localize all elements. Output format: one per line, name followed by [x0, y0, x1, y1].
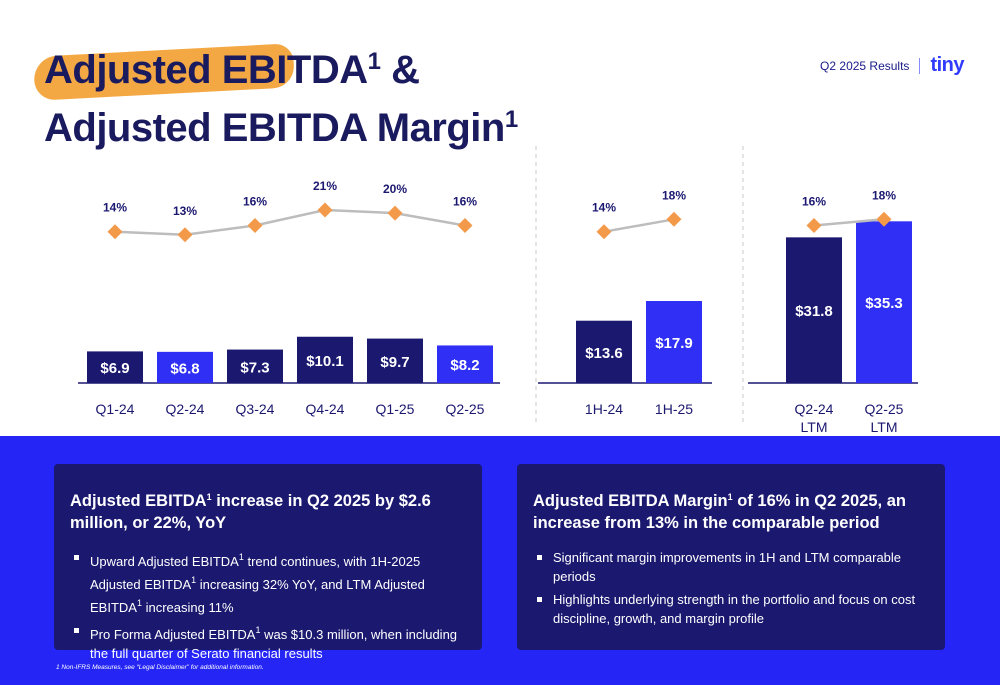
margin-value-label: 18%: [872, 188, 896, 202]
bar: [157, 351, 213, 383]
x-tick-label: 1H-24: [585, 401, 623, 417]
card-title: Adjusted EBITDA Margin1 of 16% in Q2 202…: [533, 486, 931, 534]
bullet-list: Upward Adjusted EBITDA1 trend continues,…: [70, 548, 468, 663]
margin-value-label: 14%: [592, 201, 616, 215]
title-text: &: [380, 48, 420, 92]
x-tick-label: Q3-24: [236, 401, 275, 417]
title-text: Adjusted EBITDA: [44, 48, 368, 92]
x-tick-label: Q2-24: [795, 401, 834, 417]
footnote: 1 Non-IFRS Measures, see “Legal Disclaim…: [56, 664, 264, 671]
margin-line: [813, 218, 885, 227]
ebitda-chart: $6.9 Q1-24 $6.8 Q2-24 $7.3 Q3-24 $10.1 Q4-24 $9.…: [78, 146, 918, 435]
margin-value-label: 21%: [313, 179, 337, 193]
margin-line: [114, 208, 466, 237]
margin-line: [603, 218, 675, 233]
bar-value-label: $6.9: [100, 360, 129, 377]
margin-marker: [666, 211, 682, 227]
margin-marker: [247, 218, 263, 233]
margin-marker: [806, 218, 822, 233]
bar-value-label: $7.3: [240, 359, 269, 376]
bar: [786, 237, 842, 383]
bar-value-label: $31.8: [795, 303, 833, 320]
margin-marker: [317, 202, 333, 218]
margin-value-label: 16%: [802, 195, 826, 209]
bar-value-label: $10.1: [306, 353, 344, 370]
page-title-line-1: Adjusted EBITDA1 &: [44, 40, 420, 92]
x-tick-label: Q2-25: [446, 401, 485, 417]
results-label: Q2 2025 Results: [820, 58, 910, 73]
card-title: Adjusted EBITDA1 increase in Q2 2025 by …: [70, 486, 468, 534]
header-right: Q2 2025 Results tiny: [820, 54, 964, 77]
margin-value-label: 20%: [383, 182, 407, 196]
bullet-item: Significant margin improvements in 1H an…: [537, 548, 931, 586]
title-footnote-mark: 1: [504, 106, 518, 133]
title-block: Adjusted EBITDA1 & Adjusted EBITDA Margi…: [30, 36, 630, 150]
x-tick-label: Q4-24: [306, 401, 345, 417]
margin-marker: [596, 224, 612, 240]
footnote-mark: 1: [206, 492, 212, 502]
bar-value-label: $13.6: [585, 345, 623, 362]
x-tick-label: LTM: [871, 419, 898, 435]
x-tick-label: LTM: [801, 419, 828, 435]
header-divider: [919, 57, 921, 74]
margin-marker: [177, 227, 193, 243]
bullet-item: Highlights underlying strength in the po…: [537, 590, 931, 628]
bar-value-label: $35.3: [865, 295, 903, 312]
bullet-list: Significant margin improvements in 1H an…: [533, 548, 931, 628]
x-tick-label: Q2-24: [166, 401, 205, 417]
margin-marker: [107, 224, 123, 240]
tiny-logo: tiny: [930, 54, 964, 76]
footnote-mark: 1: [727, 492, 733, 502]
margin-value-label: 18%: [662, 188, 686, 202]
bar-value-label: $17.9: [655, 335, 693, 352]
bar: [576, 320, 632, 383]
margin-value-label: 14%: [103, 201, 127, 215]
bar: [856, 221, 912, 383]
bar: [87, 351, 143, 383]
card-title-text: increase in Q2 2025 by $2.6 million, or …: [70, 492, 431, 532]
bar: [227, 349, 283, 383]
x-tick-label: Q1-25: [376, 401, 415, 417]
bar-value-label: $9.7: [380, 354, 409, 371]
title-footnote-mark: 1: [367, 48, 381, 75]
bar-value-label: $8.2: [450, 357, 479, 374]
x-tick-label: Q2-25: [865, 401, 904, 417]
page-title-line-2: Adjusted EBITDA Margin1: [44, 98, 518, 150]
bar: [437, 345, 493, 383]
card-title-text: Adjusted EBITDA Margin: [533, 492, 728, 510]
x-tick-label: Q1-24: [96, 401, 135, 417]
margin-marker: [457, 218, 473, 233]
bullet-item: Upward Adjusted EBITDA1 trend continues,…: [74, 548, 468, 617]
card-title-text: Adjusted EBITDA: [70, 492, 207, 510]
margin-value-label: 16%: [243, 195, 267, 209]
card-ebitda-margin: Adjusted EBITDA Margin1 of 16% in Q2 202…: [517, 464, 945, 650]
bar: [646, 301, 702, 383]
bar: [297, 336, 353, 383]
margin-marker: [387, 205, 403, 221]
bar: [367, 338, 423, 383]
margin-value-label: 16%: [453, 195, 477, 209]
title-text: Adjusted EBITDA Margin: [44, 106, 505, 150]
margin-value-label: 13%: [173, 204, 197, 218]
card-adjusted-ebitda: Adjusted EBITDA1 increase in Q2 2025 by …: [54, 464, 482, 661]
margin-marker: [876, 211, 892, 227]
card-title-text: of 16% in Q2 2025, an increase from 13% …: [533, 492, 906, 532]
x-tick-label: 1H-25: [655, 401, 693, 417]
bullet-item: Pro Forma Adjusted EBITDA1 was $10.3 mil…: [74, 621, 468, 663]
bar-value-label: $6.8: [170, 360, 199, 377]
